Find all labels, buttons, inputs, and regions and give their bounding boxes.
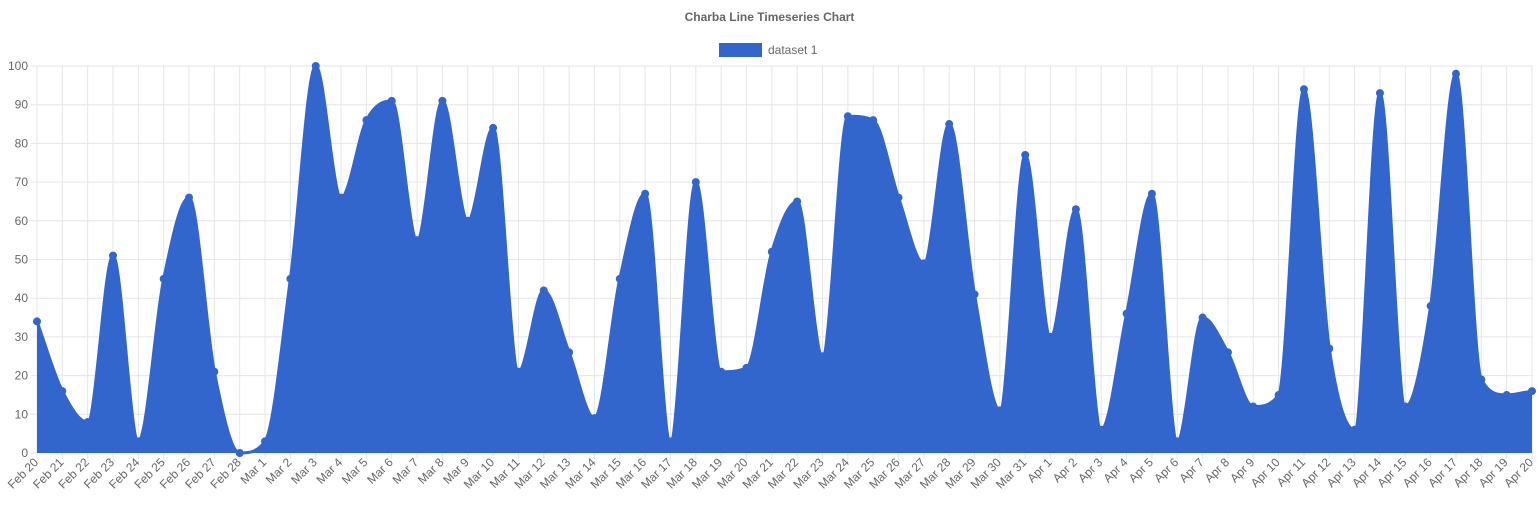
- series-area-fill: [37, 66, 1532, 453]
- y-tick-label: 90: [15, 98, 29, 112]
- data-point[interactable]: [463, 216, 472, 225]
- data-point[interactable]: [1021, 151, 1030, 160]
- legend-label-dataset-1[interactable]: dataset 1: [768, 43, 818, 57]
- data-point[interactable]: [337, 193, 346, 202]
- data-point[interactable]: [1350, 425, 1359, 434]
- legend-swatch-dataset-1[interactable]: [719, 43, 762, 57]
- data-point[interactable]: [869, 116, 878, 125]
- data-point[interactable]: [1249, 402, 1258, 411]
- x-tick-label: Mar 6: [364, 455, 396, 487]
- data-point[interactable]: [1223, 348, 1232, 357]
- y-tick-label: 80: [15, 136, 29, 150]
- data-point[interactable]: [818, 352, 827, 361]
- data-point[interactable]: [235, 449, 244, 457]
- data-point[interactable]: [1299, 85, 1308, 94]
- data-point[interactable]: [109, 251, 118, 260]
- data-point[interactable]: [1325, 344, 1334, 353]
- data-point[interactable]: [1046, 332, 1055, 341]
- y-axis: 0 10 20 30 40 50 60 70 80 90 100: [8, 59, 28, 460]
- data-point[interactable]: [767, 247, 776, 256]
- x-tick-label: Apr 6: [1151, 455, 1181, 485]
- data-point[interactable]: [717, 367, 726, 376]
- x-tick-label: Apr 8: [1202, 455, 1232, 485]
- x-tick-label: Apr 2: [1050, 455, 1080, 485]
- series-dataset-1: [33, 62, 1536, 457]
- x-tick-label: Mar 7: [390, 455, 422, 487]
- data-point[interactable]: [539, 286, 548, 295]
- x-tick-label: Mar 1: [238, 455, 270, 487]
- data-point[interactable]: [1528, 387, 1536, 396]
- data-point[interactable]: [1375, 89, 1384, 98]
- data-point[interactable]: [1097, 425, 1106, 434]
- y-tick-label: 40: [15, 291, 29, 305]
- x-tick-label: Apr 20: [1501, 455, 1536, 490]
- data-point[interactable]: [1122, 309, 1131, 318]
- x-tick-label: Mar 2: [263, 455, 295, 487]
- data-point[interactable]: [134, 437, 143, 446]
- data-point[interactable]: [489, 123, 498, 132]
- data-point[interactable]: [615, 274, 624, 283]
- x-tick-label: Mar 4: [314, 455, 346, 487]
- data-point[interactable]: [286, 274, 295, 283]
- data-point[interactable]: [742, 363, 751, 372]
- data-point[interactable]: [1451, 69, 1460, 78]
- y-tick-label: 60: [15, 214, 29, 228]
- data-point[interactable]: [793, 197, 802, 206]
- data-point[interactable]: [590, 414, 599, 423]
- y-tick-label: 70: [15, 175, 29, 189]
- y-tick-label: 100: [8, 59, 28, 73]
- data-point[interactable]: [1401, 402, 1410, 411]
- y-tick-label: 20: [15, 369, 29, 383]
- chart-title: Charba Line Timeseries Chart: [685, 10, 855, 24]
- data-point[interactable]: [919, 259, 928, 268]
- data-point[interactable]: [666, 437, 675, 446]
- data-point[interactable]: [1147, 189, 1156, 198]
- y-tick-label: 30: [15, 330, 29, 344]
- x-tick-label: Apr 1: [1024, 455, 1054, 485]
- x-tick-label: Mar 8: [415, 455, 447, 487]
- data-point[interactable]: [261, 437, 270, 446]
- data-point[interactable]: [565, 348, 574, 357]
- data-point[interactable]: [641, 189, 650, 198]
- data-point[interactable]: [514, 367, 523, 376]
- data-point[interactable]: [691, 178, 700, 187]
- data-point[interactable]: [33, 317, 41, 326]
- x-tick-label: Apr 3: [1075, 455, 1105, 485]
- data-point[interactable]: [1426, 301, 1435, 310]
- x-tick-label: Apr 7: [1177, 455, 1207, 485]
- y-tick-label: 0: [21, 446, 28, 460]
- y-tick-label: 10: [15, 407, 29, 421]
- data-point[interactable]: [1173, 437, 1182, 446]
- data-point[interactable]: [185, 193, 194, 202]
- data-point[interactable]: [311, 62, 320, 70]
- data-point[interactable]: [210, 367, 219, 376]
- data-point[interactable]: [843, 112, 852, 121]
- data-point[interactable]: [387, 96, 396, 105]
- data-point[interactable]: [438, 96, 447, 105]
- y-tick-label: 50: [15, 253, 29, 267]
- data-point[interactable]: [894, 193, 903, 202]
- x-tick-label: Mar 3: [288, 455, 320, 487]
- data-point[interactable]: [970, 290, 979, 299]
- data-point[interactable]: [83, 418, 92, 427]
- data-point[interactable]: [1477, 375, 1486, 384]
- x-tick-label: Apr 4: [1101, 455, 1131, 485]
- data-point[interactable]: [1071, 205, 1080, 214]
- data-point[interactable]: [1274, 390, 1283, 399]
- data-point[interactable]: [1198, 313, 1207, 322]
- data-point[interactable]: [413, 236, 422, 245]
- x-tick-label: Apr 5: [1126, 455, 1156, 485]
- data-point[interactable]: [159, 274, 168, 283]
- data-point[interactable]: [945, 120, 954, 129]
- data-point[interactable]: [362, 116, 371, 125]
- legend[interactable]: dataset 1: [719, 43, 818, 57]
- data-point[interactable]: [58, 387, 67, 396]
- data-point[interactable]: [1502, 390, 1511, 399]
- data-point[interactable]: [995, 406, 1004, 415]
- x-tick-label: Mar 5: [339, 455, 371, 487]
